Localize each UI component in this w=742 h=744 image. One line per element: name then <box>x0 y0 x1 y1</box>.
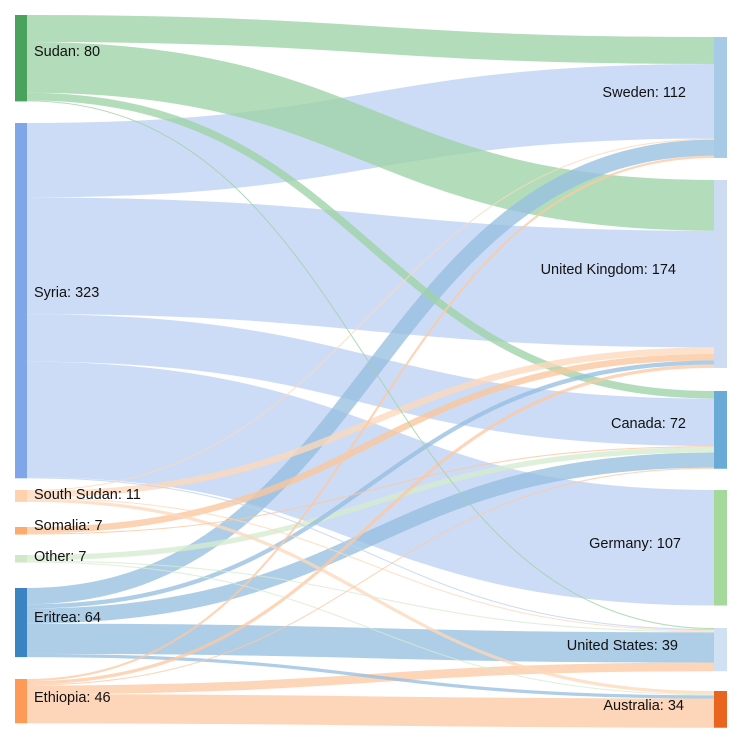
nodes-layer <box>15 15 727 728</box>
target-node-sweden <box>714 37 727 158</box>
source-node-somalia <box>15 527 27 535</box>
flow-ethiopia-to-australia <box>26 694 715 728</box>
flow-sudan-to-usa <box>26 100 715 630</box>
source-label-eritrea: Eritrea: 64 <box>34 610 101 626</box>
labels-layer: Sudan: 80 Syria: 323 South Sudan: 11 Somali… <box>34 44 686 714</box>
flow-syria-to-usa <box>26 477 715 631</box>
flow-eritrea-to-australia <box>26 653 715 699</box>
target-label-germany: Germany: 107 <box>589 536 681 552</box>
source-label-somalia: Somalia: 7 <box>34 518 103 534</box>
source-label-ethiopia: Ethiopia: 46 <box>34 690 111 706</box>
target-label-uk: United Kingdom: 174 <box>541 262 676 278</box>
flow-sudan-to-sweden <box>26 15 715 64</box>
source-node-south-sudan <box>15 490 27 502</box>
flow-eritrea-to-canada <box>26 452 715 624</box>
source-label-syria: Syria: 323 <box>34 285 99 301</box>
target-label-canada: Canada: 72 <box>611 416 686 432</box>
flow-ethiopia-to-uk <box>26 364 715 685</box>
flow-eritrea-to-usa <box>26 623 715 663</box>
target-node-australia <box>714 691 727 728</box>
target-node-canada <box>714 391 727 469</box>
flow-eritrea-to-uk <box>26 360 715 609</box>
target-node-germany <box>714 490 727 606</box>
flow-somalia-to-canada <box>26 446 715 535</box>
source-label-sudan: Sudan: 80 <box>34 44 100 60</box>
flow-sudan-to-uk <box>26 42 715 231</box>
flow-south_sudan-to-sweden <box>26 138 715 492</box>
flow-south_sudan-to-usa <box>26 497 715 632</box>
flow-syria-to-uk <box>26 197 715 348</box>
flow-ethiopia-to-usa <box>26 662 715 695</box>
target-label-usa: United States: 39 <box>567 638 678 654</box>
source-node-syria <box>15 123 27 479</box>
flow-other-to-usa <box>26 560 715 633</box>
source-label-other: Other: 7 <box>34 549 86 565</box>
flow-other-to-canada <box>26 447 715 561</box>
target-node-usa <box>714 628 727 672</box>
target-label-australia: Australia: 34 <box>603 698 684 714</box>
flows-layer <box>26 15 715 728</box>
source-node-other <box>15 555 27 563</box>
flow-other-to-australia <box>26 561 715 696</box>
source-node-eritrea <box>15 588 27 658</box>
target-node-uk <box>714 180 727 368</box>
source-node-ethiopia <box>15 679 27 724</box>
flow-ethiopia-to-canada <box>26 467 715 686</box>
target-label-sweden: Sweden: 112 <box>602 85 686 101</box>
flow-ethiopia-to-sweden <box>26 155 715 682</box>
source-node-sudan <box>15 15 27 102</box>
source-label-south-sudan: South Sudan: 11 <box>34 487 141 503</box>
flow-somalia-to-uk <box>26 353 715 534</box>
